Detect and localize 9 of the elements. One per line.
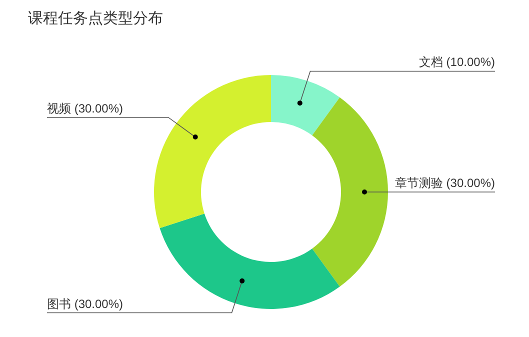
slice-label: 视频 (30.00%) — [47, 101, 124, 116]
slice-label: 文档 (10.00%) — [418, 55, 495, 70]
slice-label: 章节测验 (30.00%) — [394, 176, 495, 190]
donut-slice — [312, 97, 388, 287]
donut-slice — [160, 214, 340, 309]
slice-label: 图书 (30.00%) — [47, 296, 124, 311]
donut-slice — [154, 75, 271, 228]
chart-title: 课程任务点类型分布 — [28, 10, 163, 27]
donut-slice — [271, 75, 340, 136]
